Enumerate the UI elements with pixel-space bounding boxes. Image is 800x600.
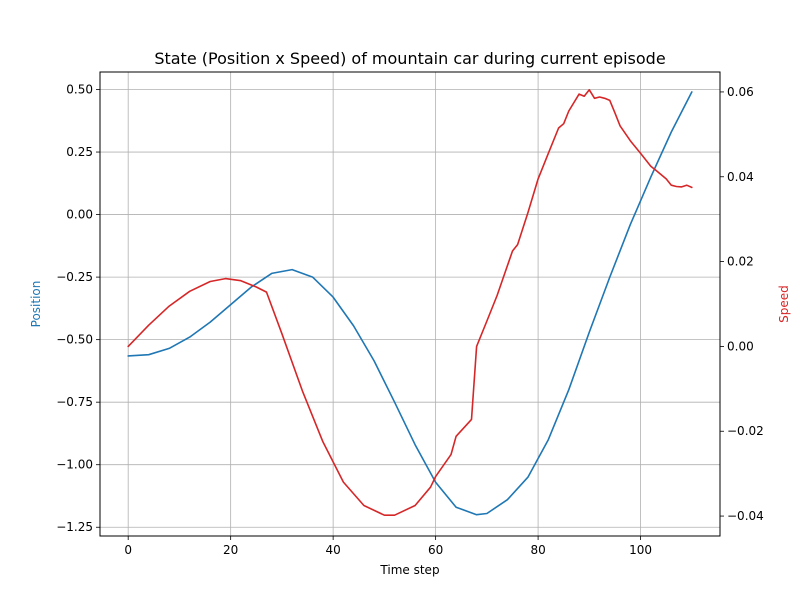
left-y-tick-label: −0.50 bbox=[56, 333, 93, 347]
right-y-tick-label: 0.06 bbox=[727, 85, 754, 99]
series-layer bbox=[127, 89, 693, 517]
right-y-tick-label: 0.04 bbox=[727, 170, 754, 184]
right-axis-title: Speed bbox=[777, 285, 791, 323]
left-y-tick-label: 0.50 bbox=[66, 83, 93, 97]
x-tick-label: 0 bbox=[124, 543, 132, 557]
x-tick-label: 20 bbox=[223, 543, 238, 557]
x-tick-label: 40 bbox=[325, 543, 340, 557]
left-y-tick-label: −0.25 bbox=[56, 270, 93, 284]
chart-title: State (Position x Speed) of mountain car… bbox=[154, 49, 665, 68]
series-line-position bbox=[127, 91, 693, 516]
left-y-tick-label: −1.25 bbox=[56, 520, 93, 534]
right-y-tick-label: −0.02 bbox=[727, 424, 764, 438]
left-y-tick-label: −1.00 bbox=[56, 458, 93, 472]
axes-layer: 0 20 40 60 80 100 0.50 0.25 0.00 −0.25 −0.50 −0.75 −… bbox=[56, 83, 764, 557]
left-axis-title: Position bbox=[29, 281, 43, 328]
left-y-tick-label: −0.75 bbox=[56, 395, 93, 409]
right-y-tick-label: 0.02 bbox=[727, 255, 754, 269]
x-tick-label: 60 bbox=[428, 543, 443, 557]
x-tick-label: 80 bbox=[530, 543, 545, 557]
x-axis-title: Time step bbox=[379, 563, 439, 577]
series-line-speed bbox=[127, 89, 693, 517]
right-y-tick-label: 0.00 bbox=[727, 339, 754, 353]
plot-frame bbox=[99, 71, 721, 537]
x-tick-label: 100 bbox=[629, 543, 652, 557]
left-y-tick-label: 0.25 bbox=[66, 145, 93, 159]
right-y-tick-label: −0.04 bbox=[727, 509, 764, 523]
grid bbox=[100, 72, 720, 536]
left-y-tick-label: 0.00 bbox=[66, 208, 93, 222]
